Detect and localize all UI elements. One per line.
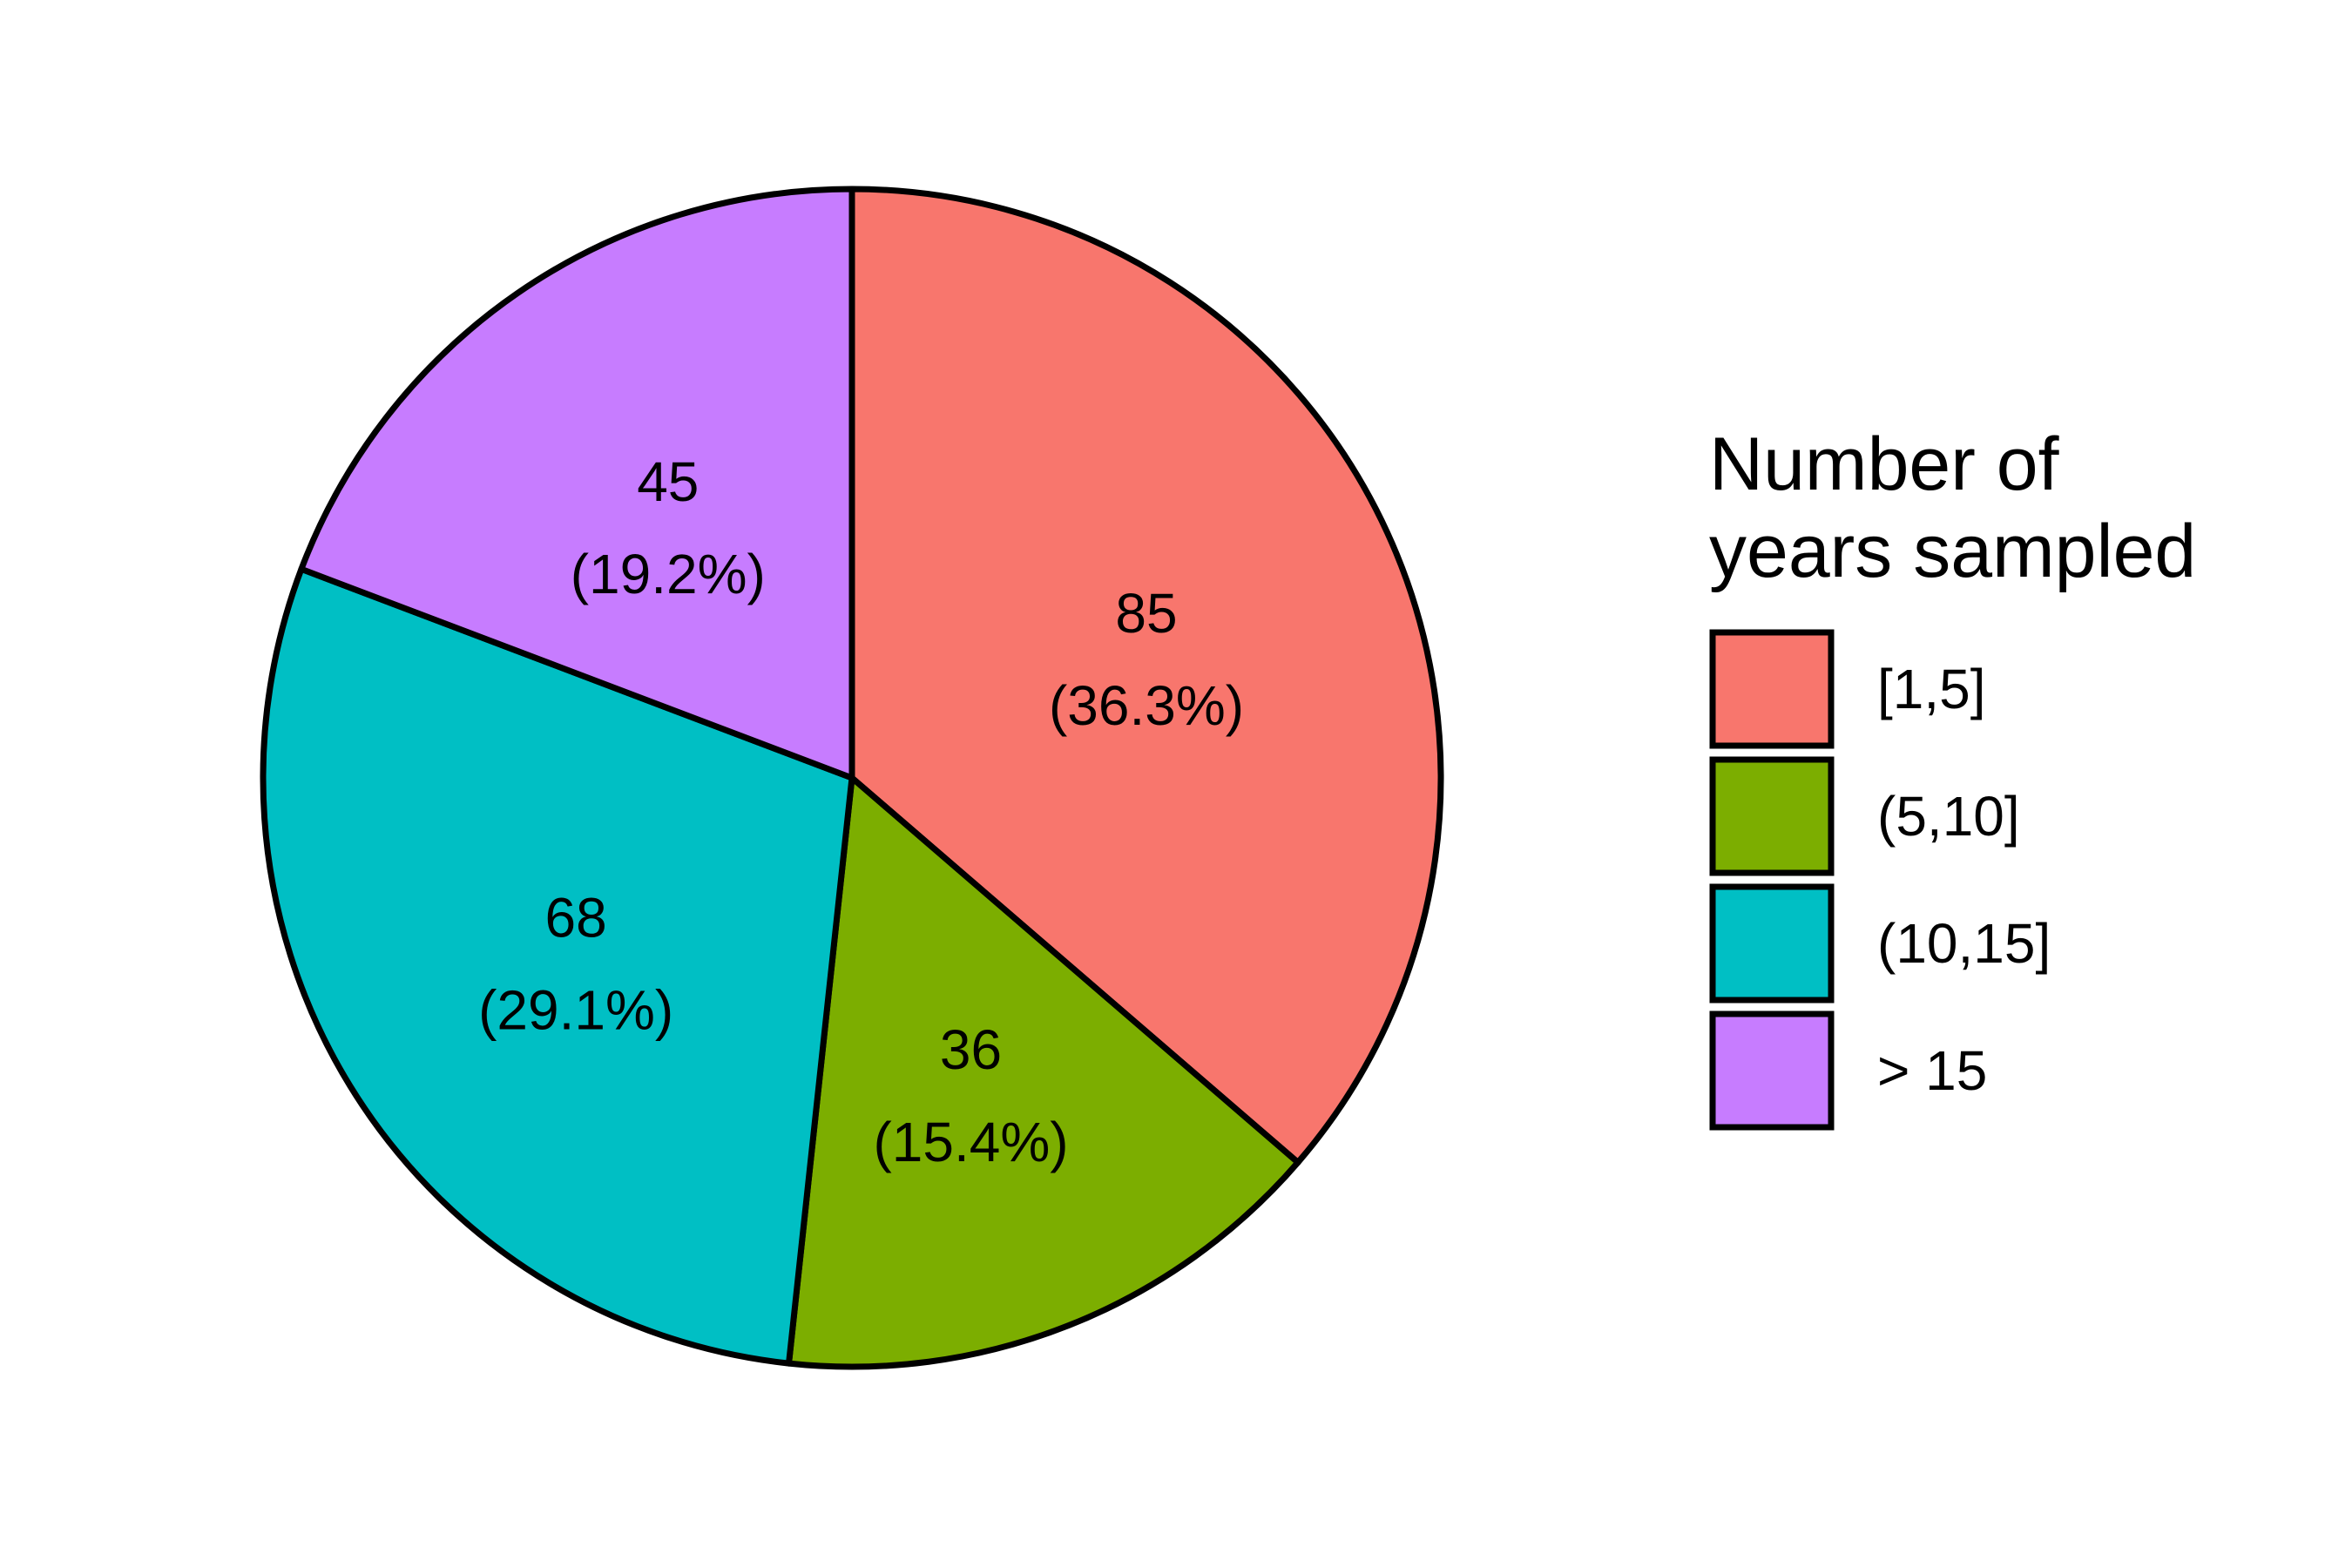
pie-slice-1 bbox=[848, 186, 1444, 1166]
slice-percent-label-1: (36.3%) bbox=[1049, 674, 1244, 737]
legend-label-2: (5,10] bbox=[1877, 785, 2020, 848]
slice-count-label-1: 85 bbox=[1115, 582, 1177, 645]
slice-count-label-3: 68 bbox=[545, 886, 607, 949]
legend-key-4 bbox=[1709, 1010, 1835, 1131]
legend-key-3 bbox=[1709, 883, 1835, 1004]
slice-percent-label-3: (29.1%) bbox=[478, 978, 673, 1041]
slice-count-label-2: 36 bbox=[940, 1018, 1002, 1081]
slice-percent-label-2: (15.4%) bbox=[873, 1111, 1068, 1173]
legend-title-line-2: years sampled bbox=[1709, 510, 2196, 593]
pie-slice-labels: 85 (36.3%) 36 (15.4%) 68 (29.1%) 45 (19.2%) bbox=[478, 450, 1244, 1173]
legend-key-1 bbox=[1709, 629, 1835, 749]
legend-label-3: (10,15] bbox=[1877, 912, 2051, 975]
slice-count-label-4: 45 bbox=[637, 450, 699, 513]
pie-slice-4 bbox=[298, 186, 855, 781]
legend-items: [1,5] (5,10] (10,15] > 15 bbox=[1709, 629, 2051, 1131]
pie-slice-3 bbox=[260, 565, 855, 1367]
pie-slices bbox=[260, 186, 1444, 1370]
legend: Number of years sampled [1,5] (5,10] (10,1… bbox=[1709, 422, 2196, 1131]
legend-label-1: [1,5] bbox=[1877, 658, 1986, 720]
legend-title-line-1: Number of bbox=[1709, 422, 2060, 506]
slice-percent-label-4: (19.2%) bbox=[571, 543, 766, 605]
legend-label-4: > 15 bbox=[1877, 1039, 1987, 1102]
legend-key-2 bbox=[1709, 756, 1835, 876]
pie-slice-2 bbox=[786, 774, 1301, 1370]
